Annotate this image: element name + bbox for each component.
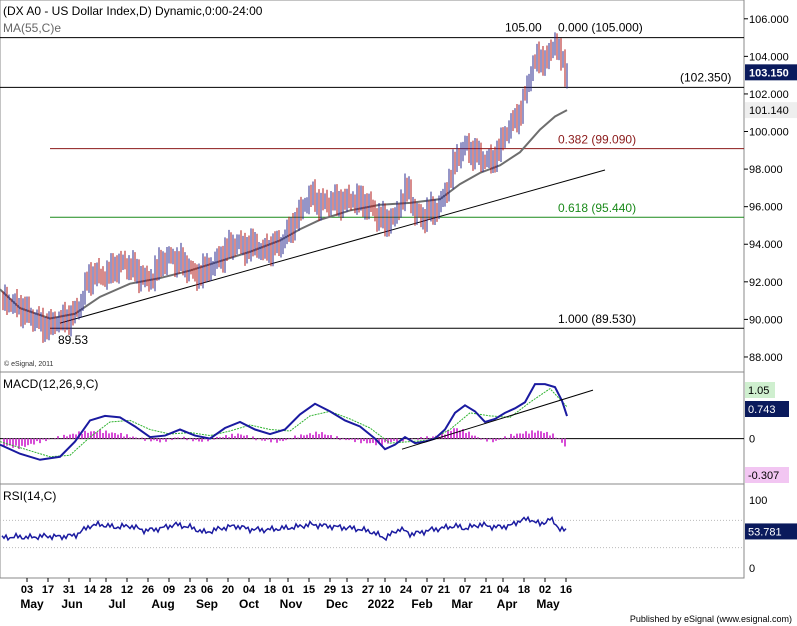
fib-label: 0.618 (95.440) [558, 201, 636, 215]
macd-plot: 0 1.05 0.743 -0.307 [0, 382, 789, 483]
x-day-label: 13 [341, 584, 353, 596]
x-day-label: 10 [379, 584, 391, 596]
price-tick-label: 98.000 [749, 164, 783, 176]
footer-bar [0, 612, 797, 626]
chart-title: (DX A0 - US Dollar Index,D) Dynamic,0:00… [3, 4, 263, 18]
x-month-label: Mar [451, 597, 473, 611]
macd-value-box [745, 401, 789, 417]
x-day-label: 21 [480, 584, 492, 596]
x-day-label: 31 [63, 584, 75, 596]
x-day-label: 23 [184, 584, 196, 596]
ma-label: MA(55,C)e [3, 21, 61, 35]
price-axis: 88.000 90.000 92.000 94.000 96.000 98.000 100.… [744, 14, 797, 364]
x-day-label: 04 [243, 584, 256, 596]
footer-text: Published by eSignal (www.esignal.com) [630, 614, 792, 624]
price-tick-label: 102.000 [749, 89, 789, 101]
x-day-label: 06 [201, 584, 213, 596]
macd-line [0, 383, 568, 461]
price-tick-label: 106.000 [749, 14, 789, 26]
x-day-label: 07 [459, 584, 471, 596]
x-day-label: 27 [362, 584, 374, 596]
x-day-label: 07 [421, 584, 433, 596]
x-day-label: 02 [539, 584, 551, 596]
price-tick-label: 90.000 [749, 314, 783, 326]
price-tick-label: 96.000 [749, 202, 783, 214]
x-day-label: 21 [438, 584, 450, 596]
price-tick-label: 104.000 [749, 51, 789, 63]
last-price-box [745, 64, 797, 81]
x-month-label: Jun [61, 597, 82, 611]
ma-value-box [745, 102, 797, 119]
hist-value-box [745, 467, 789, 483]
ma-value-label: 101.140 [749, 105, 789, 117]
last-price-label: 103.150 [749, 67, 789, 79]
rsi-tick-label: 100 [749, 495, 767, 507]
macd-panel [0, 371, 745, 485]
x-day-label: 12 [121, 584, 133, 596]
ma-suffix: e [54, 21, 61, 35]
rsi-title: RSI(14,C) [3, 489, 56, 503]
price-tick-label: 100.000 [749, 127, 789, 139]
rsi-tick-label: 0 [749, 563, 755, 575]
x-month-label: Oct [239, 597, 259, 611]
price-tick-label: 92.000 [749, 277, 783, 289]
hist-value: -0.307 [748, 470, 779, 482]
x-day-label: 14 [84, 584, 97, 596]
x-day-label: 28 [100, 584, 112, 596]
x-month-label: Nov [280, 597, 303, 611]
x-month-label: Aug [151, 597, 174, 611]
x-month-label: Jul [108, 597, 125, 611]
rsi-panel [0, 483, 745, 579]
x-day-label: 15 [303, 584, 315, 596]
x-day-label: 18 [518, 584, 530, 596]
x-day-label: 18 [264, 584, 276, 596]
ma-series-line [0, 109, 568, 320]
x-day-label: 16 [560, 584, 572, 596]
fib-label: 0.382 (99.090) [558, 133, 636, 147]
rsi-line [1, 515, 567, 542]
trendline [59, 169, 606, 324]
fib-label: (102.350) [680, 70, 731, 84]
x-day-label: 24 [400, 584, 413, 596]
fib-label: 1.000 (89.530) [558, 312, 636, 326]
x-month-label: May [20, 597, 44, 611]
x-month-label: Apr [497, 597, 518, 611]
fib-label: 0.000 (105.000) [558, 21, 643, 35]
macd-value: 0.743 [748, 404, 776, 416]
signal-value-box [745, 382, 775, 398]
price-trendline [59, 169, 606, 324]
x-day-label: 01 [282, 584, 294, 596]
x-month-label: Sep [196, 597, 218, 611]
x-month-label: Feb [411, 597, 432, 611]
price-panel [0, 0, 745, 373]
x-day-label: 03 [21, 584, 33, 596]
signal-line [0, 387, 568, 458]
x-month-label: 2022 [368, 597, 395, 611]
price-tick-label: 88.000 [749, 352, 783, 364]
x-month-label: May [536, 597, 560, 611]
fib-label: 105.00 [505, 21, 542, 35]
copyright: © eSignal, 2011 [4, 360, 54, 368]
price-tick-label: 94.000 [749, 239, 783, 251]
x-day-label: 04 [497, 584, 510, 596]
ma-line [0, 109, 568, 320]
macd-trendline [401, 389, 594, 450]
signal-value: 1.05 [748, 385, 769, 397]
price-bars [2, 32, 568, 343]
macd-title: MACD(12,26,9,C) [3, 377, 98, 391]
rsi-value: 53.781 [748, 526, 782, 538]
x-axis: 03 17 31 14 28 12 26 09 23 06 20 04 18 01 15 29 13 27 10 24… [20, 578, 572, 611]
fib-label: 89.53 [58, 333, 88, 347]
x-day-label: 20 [222, 584, 234, 596]
x-month-label: Dec [326, 597, 348, 611]
rsi-value-box [745, 523, 797, 540]
x-day-label: 26 [142, 584, 154, 596]
macd-zero-label: 0 [749, 434, 755, 446]
price-labels: 105.00 0.000 (105.000) (102.350) 0.382 (99.… [58, 21, 731, 348]
x-day-label: 09 [163, 584, 175, 596]
x-day-label: 17 [42, 584, 54, 596]
rsi-plot: 10050053.781 [0, 495, 797, 575]
x-day-label: 29 [324, 584, 336, 596]
